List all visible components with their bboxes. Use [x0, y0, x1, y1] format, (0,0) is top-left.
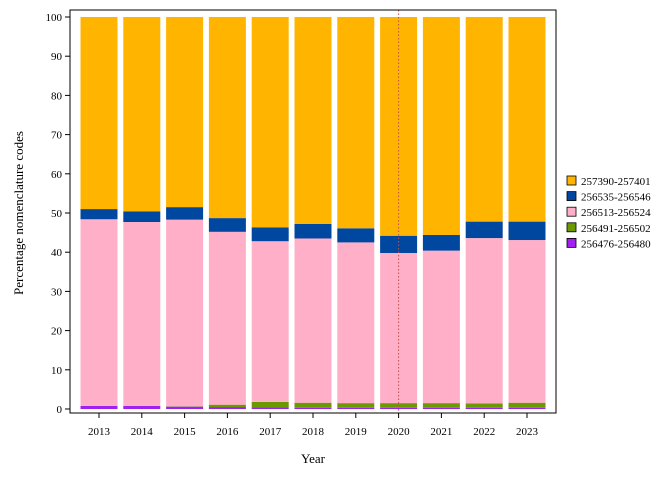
legend-label-256513-256524: 256513-256524 [581, 207, 651, 219]
bar-segment-256535-256546-2017 [251, 227, 289, 242]
x-tick-label-2022: 2022 [473, 426, 495, 438]
bar-segment-256491-256502-2016 [208, 404, 246, 408]
bar-segment-256513-256524-2018 [294, 238, 332, 403]
bar-segment-256535-256546-2018 [294, 223, 332, 239]
legend-label-256491-256502: 256491-256502 [581, 223, 651, 235]
x-tick-label-2014: 2014 [131, 426, 154, 438]
bar-segment-256513-256524-2019 [337, 242, 375, 404]
x-tick-label-2023: 2023 [516, 426, 539, 438]
bar-segment-256513-256524-2020 [380, 252, 418, 404]
y-tick-label-70: 70 [51, 130, 63, 142]
bar-segment-256513-256524-2013 [80, 219, 118, 406]
bar-segment-256513-256524-2017 [251, 241, 289, 402]
bar-segment-257390-257401-2016 [208, 17, 246, 219]
bar-segment-256476-256480-2016 [208, 407, 246, 409]
bar-segment-257390-257401-2017 [251, 17, 289, 228]
y-tick-label-50: 50 [51, 208, 63, 220]
y-tick-label-30: 30 [51, 286, 63, 298]
bar-segment-256535-256546-2022 [465, 221, 503, 239]
plot-area [80, 10, 546, 413]
legend-swatch-256491-256502 [566, 222, 577, 233]
bar-segment-256476-256480-2019 [337, 407, 375, 409]
bar-segment-257390-257401-2022 [465, 17, 503, 222]
bar-segment-256513-256524-2023 [508, 240, 546, 403]
bar-segment-256535-256546-2016 [208, 218, 246, 232]
x-axis-title: Year [301, 451, 326, 466]
bar-segment-256513-256524-2016 [208, 231, 246, 405]
bar-segment-256535-256546-2020 [380, 235, 418, 253]
x-tick-label-2018: 2018 [302, 426, 325, 438]
bar-segment-257390-257401-2021 [422, 17, 460, 235]
bar-segment-256491-256502-2020 [380, 403, 418, 408]
x-tick-label-2015: 2015 [174, 426, 197, 438]
y-tick-label-20: 20 [51, 326, 63, 338]
bar-segment-256491-256502-2018 [294, 402, 332, 408]
bar-segment-256535-256546-2019 [337, 228, 375, 243]
bar-segment-256476-256480-2013 [80, 405, 118, 409]
x-tick-label-2020: 2020 [388, 426, 411, 438]
x-tick-label-2016: 2016 [216, 426, 239, 438]
legend-label-257390-257401: 257390-257401 [581, 176, 651, 188]
y-tick-label-0: 0 [57, 404, 63, 416]
bar-segment-257390-257401-2023 [508, 17, 546, 222]
y-tick-label-40: 40 [51, 247, 63, 259]
legend-label-256476-256480: 256476-256480 [581, 238, 651, 250]
bar-segment-256476-256480-2023 [508, 407, 546, 409]
legend-swatch-256513-256524 [566, 206, 577, 217]
bar-segment-256535-256546-2013 [80, 209, 118, 220]
bar-segment-256535-256546-2023 [508, 221, 546, 241]
bar-segment-256513-256524-2015 [166, 219, 204, 407]
bar-segment-256491-256502-2022 [465, 403, 503, 408]
y-tick-label-80: 80 [51, 90, 63, 102]
bar-segment-256513-256524-2021 [422, 250, 460, 404]
bar-segment-256535-256546-2014 [123, 211, 161, 223]
y-tick-label-10: 10 [51, 365, 63, 377]
bar-segment-256491-256502-2019 [337, 403, 375, 408]
legend: 257390-257401 256535-256546 256513-256524 2… [566, 175, 651, 250]
axes: 0 10 20 30 40 50 60 70 80 90 100 2013 2014 2015 2016 20… [46, 9, 557, 438]
legend-swatch-257390-257401 [566, 175, 577, 186]
x-tick-label-2021: 2021 [430, 426, 452, 438]
bar-segment-257390-257401-2014 [123, 17, 161, 212]
y-tick-label-100: 100 [46, 12, 63, 24]
bar-segment-256513-256524-2014 [123, 222, 161, 406]
legend-label-256535-256546: 256535-256546 [581, 192, 651, 204]
y-axis-title: Percentage nomenclature codes [11, 131, 26, 295]
bar-segment-256491-256502-2017 [251, 401, 289, 408]
bar-segment-256491-256502-2023 [508, 402, 546, 408]
bar-segment-256491-256502-2021 [422, 403, 460, 408]
bar-segment-256535-256546-2015 [166, 207, 204, 220]
x-tick-label-2019: 2019 [345, 426, 368, 438]
bar-segment-256476-256480-2014 [123, 405, 161, 409]
bar-segment-257390-257401-2019 [337, 17, 375, 229]
x-tick-label-2017: 2017 [259, 426, 282, 438]
bar-segment-256476-256480-2017 [251, 407, 289, 409]
y-tick-label-90: 90 [51, 51, 63, 63]
y-tick-label-60: 60 [51, 169, 63, 181]
bar-segment-256476-256480-2021 [422, 407, 460, 409]
bar-segment-256513-256524-2022 [465, 238, 503, 404]
legend-swatch-256535-256546 [566, 191, 577, 202]
bar-segment-257390-257401-2013 [80, 17, 118, 210]
bar-segment-257390-257401-2018 [294, 17, 332, 224]
bar-segment-256476-256480-2018 [294, 407, 332, 409]
x-tick-label-2013: 2013 [88, 426, 111, 438]
bar-segment-256476-256480-2022 [465, 407, 503, 409]
bar-segment-257390-257401-2015 [166, 17, 204, 208]
legend-swatch-256476-256480 [566, 237, 577, 248]
bar-segment-256476-256480-2015 [166, 406, 204, 409]
bar-segment-256535-256546-2021 [422, 234, 460, 251]
bar-segment-256476-256480-2020 [380, 407, 418, 409]
